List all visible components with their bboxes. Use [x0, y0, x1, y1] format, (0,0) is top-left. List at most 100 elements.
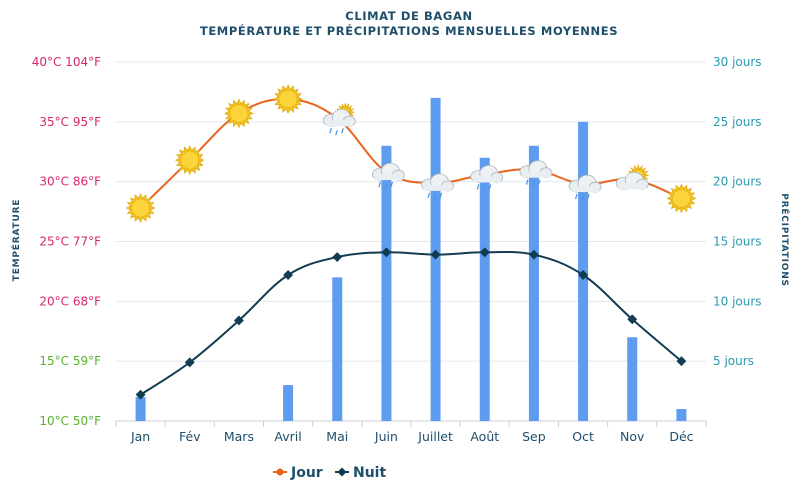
left-tick-label: 10°C 50°F	[39, 414, 101, 428]
chart-subtitle: TEMPÉRATURE ET PRÉCIPITATIONS MENSUELLES…	[200, 23, 618, 38]
x-tick-label: Déc	[669, 429, 693, 444]
rain-drop	[335, 130, 338, 136]
weather-icons	[125, 84, 697, 223]
legend-label: Nuit	[353, 465, 386, 481]
left-axis-title: TEMPÉRATURE	[10, 199, 22, 282]
nuit-point	[528, 249, 539, 260]
cloud-rain-icon	[470, 165, 504, 192]
gridlines	[115, 61, 707, 427]
rain-drop	[581, 195, 584, 202]
x-tick-label: Jan	[130, 429, 150, 444]
x-tick-label: Juin	[374, 429, 398, 444]
chart-title: CLIMAT DE BAGAN	[345, 9, 472, 23]
x-tick-label: Avril	[274, 429, 301, 444]
rain-drop	[587, 193, 590, 200]
x-tick-label: Oct	[572, 429, 594, 444]
sun-icon	[174, 145, 205, 176]
left-tick-label: 20°C 68°F	[39, 294, 101, 308]
legend-marker	[276, 468, 284, 476]
precipitation-bar	[627, 337, 638, 421]
series-line-jour	[139, 98, 682, 209]
rain-drop	[329, 128, 332, 134]
legend-item-jour[interactable]: Jour	[273, 465, 323, 481]
sun-disc	[672, 189, 691, 208]
nuit-point	[332, 252, 343, 263]
precipitation-bar	[528, 145, 539, 421]
nuit-point	[627, 314, 638, 325]
cloud-rain-icon	[519, 160, 553, 187]
right-axis-title: PRÉCIPITATIONS	[779, 193, 791, 287]
right-tick-label: 5 jours	[713, 354, 754, 368]
left-tick-label: 15°C 59°F	[39, 354, 101, 368]
cloud-base	[521, 171, 550, 178]
sun-cloud-rain-icon	[322, 103, 356, 136]
sun-cloud-icon	[615, 163, 650, 190]
rain-drop	[537, 179, 541, 185]
left-tick-label: 40°C 104°F	[32, 55, 101, 69]
x-tick-label: Mars	[224, 429, 254, 444]
x-tick-label: Mai	[326, 429, 348, 444]
right-tick-label: 10 jours	[713, 294, 762, 308]
cloud-base	[423, 184, 452, 191]
cloud-rain-icon	[568, 174, 602, 202]
right-tick-label: 30 jours	[713, 55, 762, 69]
legend-item-nuit[interactable]: Nuit	[335, 465, 386, 481]
sun-icon	[666, 183, 697, 214]
rain-drop	[390, 181, 393, 188]
cloud-base	[571, 186, 600, 193]
rain-drop	[427, 192, 431, 199]
precipitation-bar	[135, 397, 146, 421]
left-tick-label: 30°C 86°F	[39, 175, 101, 189]
cloud-rain-icon	[421, 173, 454, 201]
rain-drop	[341, 128, 344, 134]
left-tick-label: 35°C 95°F	[39, 115, 101, 129]
rain-drop	[378, 181, 381, 188]
x-tick-label: Août	[470, 429, 499, 444]
temperature-lines	[135, 98, 687, 400]
axis-ticks: 40°C 104°F 35°C 95°F 30°C 86°F 25°C 77°F 20°…	[32, 55, 762, 444]
legend-label: Jour	[290, 465, 323, 481]
rain-drop	[575, 193, 578, 200]
legend[interactable]: Jour Nuit	[273, 465, 386, 481]
x-tick-label: Sep	[522, 429, 546, 444]
series-line-nuit	[140, 250, 683, 396]
left-tick-label: 25°C 77°F	[39, 235, 101, 249]
precipitation-bars	[135, 97, 687, 422]
precipitation-bar	[332, 277, 343, 421]
sun-icon	[125, 193, 156, 223]
x-tick-label: Fév	[179, 429, 201, 444]
nuit-point	[676, 356, 687, 367]
rain-drop	[525, 179, 529, 185]
rain-drop	[476, 184, 480, 190]
precipitation-bar	[283, 385, 294, 421]
sun-disc	[278, 89, 298, 109]
rain-drop	[433, 194, 437, 201]
precipitation-bar	[381, 145, 392, 421]
sun-icon	[223, 98, 254, 129]
right-tick-label: 15 jours	[713, 235, 762, 249]
sun-disc	[131, 198, 150, 218]
legend-marker	[337, 467, 347, 477]
x-tick-label: Nov	[620, 429, 645, 444]
sun-disc	[180, 150, 200, 170]
nuit-point	[578, 270, 589, 280]
x-tick-label: Juillet	[417, 429, 453, 444]
cloud-base	[325, 120, 354, 127]
right-tick-label: 20 jours	[713, 175, 762, 189]
rain-drop	[439, 192, 443, 199]
rain-drop	[488, 184, 492, 190]
cloud-base	[472, 176, 501, 183]
precipitation-bar	[676, 409, 687, 421]
cloud-base	[374, 174, 403, 181]
precipitation-bar	[479, 157, 490, 421]
rain-drop	[531, 181, 535, 187]
rain-drop	[384, 183, 387, 190]
right-tick-label: 25 jours	[713, 115, 762, 129]
cloud-rain-icon	[372, 162, 405, 190]
rain-drop	[482, 186, 486, 192]
sun-disc	[229, 104, 249, 123]
sun-icon	[273, 84, 304, 115]
cloud-base	[618, 183, 647, 190]
